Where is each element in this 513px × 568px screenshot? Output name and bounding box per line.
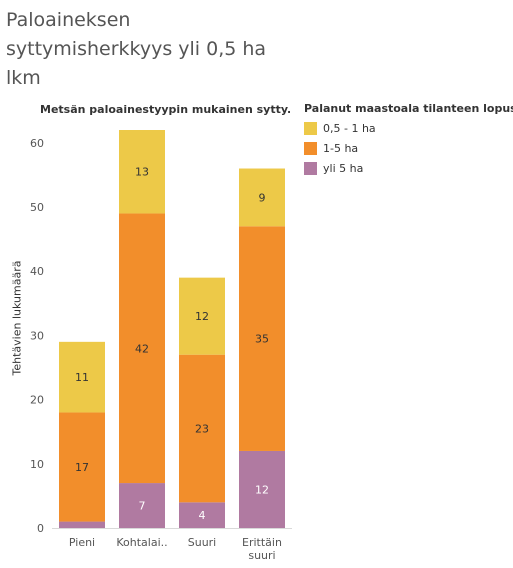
- y-tick-label: 10: [30, 458, 44, 471]
- legend-label: yli 5 ha: [323, 161, 364, 175]
- y-tick-label: 0: [37, 522, 44, 535]
- legend-title: Palanut maastoala tilanteen lopussa: [304, 102, 513, 115]
- bar-segment[interactable]: [179, 502, 225, 528]
- data-label: 4: [199, 509, 206, 522]
- chart-title: Paloaineksen syttymisherkkyys yli 0,5 ha…: [6, 6, 306, 93]
- bar-segment[interactable]: [239, 226, 285, 451]
- x-tick-label: suuri: [248, 549, 275, 562]
- data-label: 12: [195, 310, 209, 323]
- y-tick-label: 40: [30, 265, 44, 278]
- x-tick-label: Pieni: [69, 536, 95, 549]
- y-tick-label: 20: [30, 394, 44, 407]
- chart-title-line-3: lkm: [6, 67, 41, 89]
- bar-segment[interactable]: [119, 483, 165, 528]
- x-tick-label: Erittäin: [242, 536, 282, 549]
- legend-swatch-0-5-1-ha: [304, 121, 317, 135]
- bar-segment[interactable]: [59, 412, 105, 522]
- bar-segment[interactable]: [179, 354, 225, 503]
- bar-segment[interactable]: [119, 213, 165, 484]
- y-tick-label: 30: [30, 329, 44, 342]
- data-label: 11: [75, 371, 89, 384]
- legend-item-1-5-ha[interactable]: 1-5 ha: [304, 141, 513, 155]
- legend-item-0-5-1-ha[interactable]: 0,5 - 1 ha: [304, 121, 513, 135]
- chart-title-line-2: syttymisherkkyys yli 0,5 ha: [6, 38, 267, 60]
- y-tick-label: 50: [30, 201, 44, 214]
- legend-label: 0,5 - 1 ha: [323, 121, 376, 135]
- data-label: 12: [255, 483, 269, 496]
- data-label: 35: [255, 333, 269, 346]
- bar-segment[interactable]: [59, 341, 105, 413]
- data-label: 17: [75, 461, 89, 474]
- legend-swatch-1-5-ha: [304, 141, 317, 155]
- data-label: 7: [139, 500, 146, 513]
- chart-subtitle: Metsän paloainestyypin mukainen sytty..: [40, 103, 290, 116]
- bar-segment[interactable]: [239, 168, 285, 227]
- legend-swatch-yli-5-ha: [304, 161, 317, 175]
- y-tick-label: 60: [30, 137, 44, 150]
- x-tick-label: Kohtalai..: [116, 536, 167, 549]
- bar-segment[interactable]: [239, 450, 285, 528]
- bar-segment[interactable]: [59, 521, 105, 528]
- data-label: 13: [135, 166, 149, 179]
- data-label: 42: [135, 342, 149, 355]
- legend-label: 1-5 ha: [323, 141, 359, 155]
- x-tick-label: Suuri: [188, 536, 217, 549]
- bar-segment[interactable]: [179, 277, 225, 355]
- legend: Palanut maastoala tilanteen lopussa 0,5 …: [304, 102, 513, 175]
- data-label: 9: [259, 191, 266, 204]
- bar-segment[interactable]: [119, 130, 165, 214]
- data-label: 23: [195, 423, 209, 436]
- legend-item-yli-5-ha[interactable]: yli 5 ha: [304, 161, 513, 175]
- chart-title-line-1: Paloaineksen: [6, 9, 131, 31]
